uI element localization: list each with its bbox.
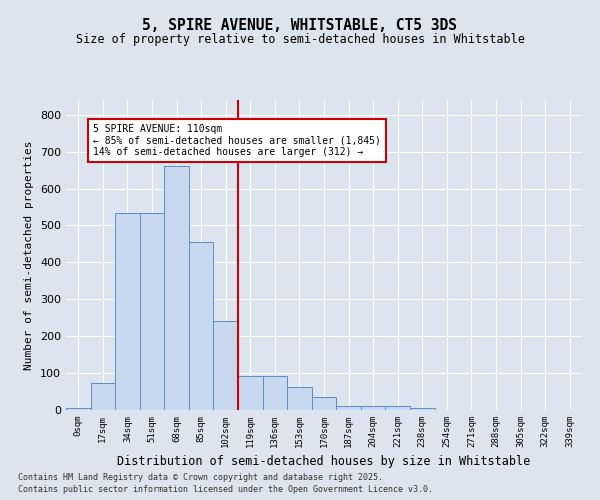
- X-axis label: Distribution of semi-detached houses by size in Whitstable: Distribution of semi-detached houses by …: [118, 456, 530, 468]
- Y-axis label: Number of semi-detached properties: Number of semi-detached properties: [25, 140, 34, 370]
- Bar: [385, 406, 410, 410]
- Text: Contains HM Land Registry data © Crown copyright and database right 2025.: Contains HM Land Registry data © Crown c…: [18, 474, 383, 482]
- Bar: [91, 384, 115, 410]
- Bar: [189, 242, 214, 410]
- Bar: [336, 406, 361, 410]
- Text: Size of property relative to semi-detached houses in Whitstable: Size of property relative to semi-detach…: [76, 32, 524, 46]
- Bar: [287, 387, 312, 410]
- Bar: [66, 408, 91, 410]
- Bar: [115, 212, 140, 410]
- Text: 5 SPIRE AVENUE: 110sqm
← 85% of semi-detached houses are smaller (1,845)
14% of : 5 SPIRE AVENUE: 110sqm ← 85% of semi-det…: [93, 124, 381, 157]
- Text: Contains public sector information licensed under the Open Government Licence v3: Contains public sector information licen…: [18, 485, 433, 494]
- Text: 5, SPIRE AVENUE, WHITSTABLE, CT5 3DS: 5, SPIRE AVENUE, WHITSTABLE, CT5 3DS: [143, 18, 458, 32]
- Bar: [263, 376, 287, 410]
- Bar: [312, 397, 336, 410]
- Bar: [238, 376, 263, 410]
- Bar: [361, 406, 385, 410]
- Bar: [214, 322, 238, 410]
- Bar: [140, 212, 164, 410]
- Bar: [410, 408, 434, 410]
- Bar: [164, 166, 189, 410]
